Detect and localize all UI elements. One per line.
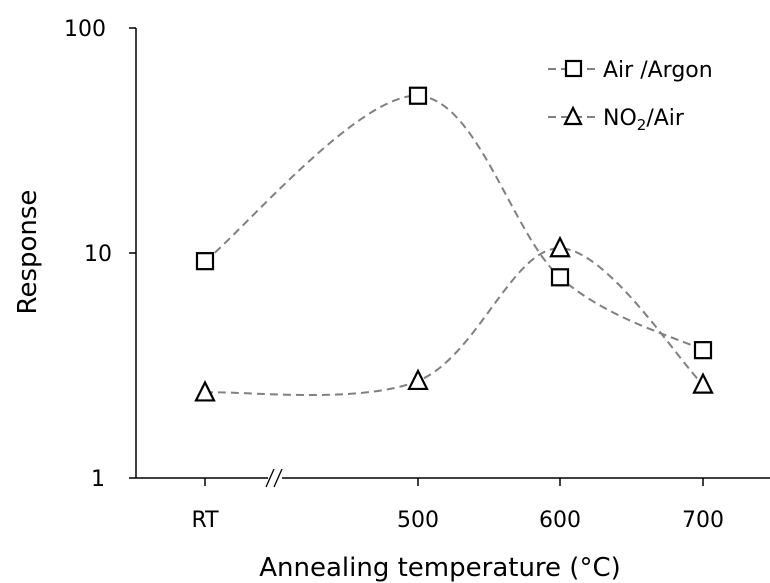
marker-no2-air-rt	[194, 379, 216, 402]
x-axis-ticks	[204, 478, 704, 486]
y-tick-label-100: 100	[64, 17, 106, 42]
y-tick-label-10: 10	[84, 242, 112, 267]
x-tick-label-700: 700	[682, 508, 724, 533]
legend-label-no2-suffix: /Air	[646, 106, 685, 131]
y-axis-title: Response	[13, 190, 43, 315]
legend-marker-triangle	[563, 105, 583, 126]
legend-marker-square	[564, 59, 583, 78]
x-axis-title: Annealing temperature (°C)	[259, 553, 621, 583]
marker-air-argon-700	[693, 341, 713, 360]
x-tick-label-600: 600	[539, 508, 581, 533]
y-tick-label-1: 1	[91, 467, 105, 492]
x-axis-break	[265, 468, 283, 488]
series-line-air-argon	[204, 94, 704, 352]
marker-no2-air-700	[692, 372, 714, 394]
legend-label-no2-air: NO2/Air	[603, 106, 685, 134]
legend-label-no2-prefix: NO	[603, 106, 637, 131]
marker-no2-air-600	[549, 235, 571, 258]
x-tick-label-500: 500	[397, 508, 439, 533]
marker-air-argon-500	[408, 86, 428, 105]
legend-label-air-argon: Air /Argon	[603, 58, 713, 83]
marker-air-argon-600	[550, 268, 570, 287]
x-tick-label-rt: RT	[191, 508, 219, 533]
series-layer	[194, 86, 714, 402]
marker-air-argon-rt	[195, 252, 215, 271]
series-line-no2-air	[204, 247, 704, 397]
legend-label-no2-subscript: 2	[637, 116, 647, 134]
y-axis-ticks	[129, 27, 136, 479]
marker-no2-air-500	[407, 368, 429, 391]
legend: Air /Argon NO2/Air	[548, 58, 713, 134]
